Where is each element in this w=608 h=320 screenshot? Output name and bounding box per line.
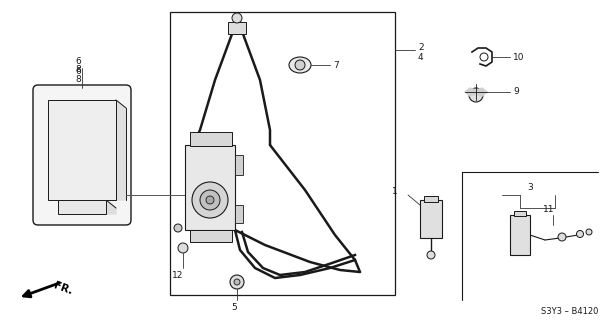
Bar — [190, 132, 232, 146]
Bar — [228, 22, 246, 34]
Bar — [510, 215, 530, 255]
Bar — [514, 211, 526, 216]
Circle shape — [576, 230, 584, 237]
Text: 9: 9 — [513, 87, 519, 97]
FancyBboxPatch shape — [33, 85, 131, 225]
Text: 6: 6 — [75, 68, 81, 76]
Polygon shape — [116, 100, 126, 200]
Text: 10: 10 — [513, 52, 525, 61]
Bar — [424, 196, 438, 202]
Bar — [58, 200, 106, 214]
Text: 4: 4 — [418, 52, 424, 61]
Text: 1: 1 — [392, 188, 398, 196]
Bar — [235, 155, 243, 175]
Circle shape — [230, 275, 244, 289]
Text: FR.: FR. — [52, 280, 74, 296]
Bar — [235, 205, 243, 223]
Ellipse shape — [289, 57, 311, 73]
Text: 3: 3 — [527, 183, 533, 193]
Bar — [420, 200, 442, 238]
Circle shape — [558, 233, 566, 241]
Text: S3Y3 – B4120: S3Y3 – B4120 — [541, 308, 598, 316]
Circle shape — [192, 182, 228, 218]
Text: 5: 5 — [231, 303, 237, 313]
Circle shape — [295, 60, 305, 70]
Circle shape — [586, 229, 592, 235]
Bar — [170, 12, 395, 295]
Circle shape — [200, 190, 220, 210]
Text: 6: 6 — [75, 58, 81, 67]
Bar — [190, 230, 232, 242]
Circle shape — [427, 251, 435, 259]
Circle shape — [234, 279, 240, 285]
Text: 7: 7 — [333, 60, 339, 69]
Polygon shape — [465, 88, 487, 96]
Circle shape — [178, 243, 188, 253]
Polygon shape — [106, 200, 116, 214]
Circle shape — [174, 224, 182, 232]
Bar — [48, 100, 116, 200]
Circle shape — [206, 196, 214, 204]
Circle shape — [232, 13, 242, 23]
Circle shape — [480, 53, 488, 61]
Text: 8: 8 — [75, 76, 81, 84]
Bar — [185, 145, 235, 230]
Circle shape — [469, 88, 483, 102]
Text: 2: 2 — [418, 44, 424, 52]
Text: 12: 12 — [172, 270, 184, 279]
Text: 8: 8 — [75, 66, 81, 75]
Text: 11: 11 — [544, 205, 554, 214]
